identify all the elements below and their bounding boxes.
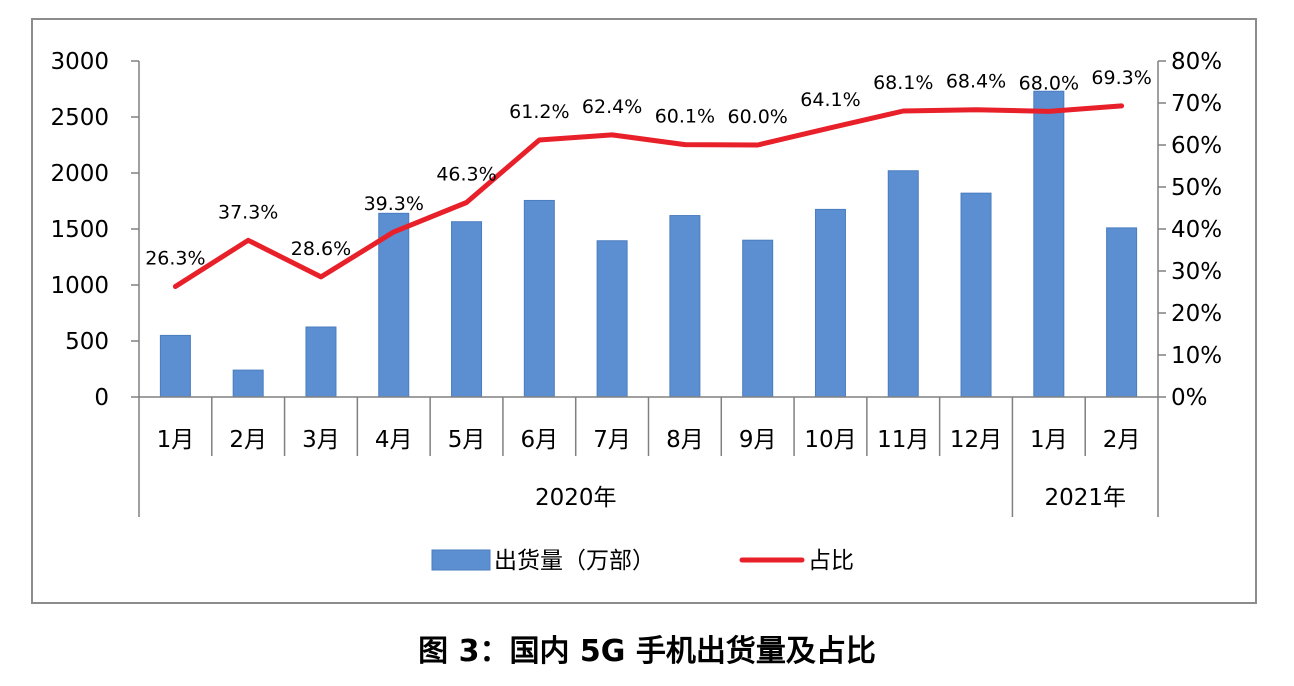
bar [596, 240, 628, 398]
figure-caption: 图 3：国内 5G 手机出货量及占比 [418, 634, 876, 669]
legend-bar-swatch [431, 549, 491, 571]
group-label: 2021年 [1044, 485, 1126, 511]
y-left-tick-label: 0 [94, 385, 109, 411]
category-label: 2月 [229, 427, 267, 453]
share-data-label: 39.3% [364, 193, 424, 215]
y-right-tick-label: 80% [1171, 49, 1222, 75]
y-left-tick-label: 3000 [50, 49, 109, 75]
y-right-tick-label: 10% [1171, 343, 1222, 369]
bar [960, 192, 992, 398]
y-left-tick-label: 500 [65, 329, 109, 355]
category-label: 7月 [593, 427, 631, 453]
data-labels: 26.3% 37.3% 28.6% 39.3% 46.3% 61.2% 62.4% 60.1%… [145, 67, 1152, 270]
chart: 0 500 1000 1500 2000 2500 3000 0% 10% 20% 30% 40% 50… [50, 49, 1222, 574]
share-data-label: 61.2% [509, 101, 569, 123]
y-left-tick-label: 2000 [50, 161, 109, 187]
y-right-tick-label: 0% [1171, 385, 1208, 411]
share-data-label: 60.1% [655, 106, 715, 128]
share-data-label: 60.0% [727, 106, 787, 128]
y-right-tick-label: 40% [1171, 217, 1222, 243]
category-label: 4月 [375, 427, 413, 453]
y-left-tick-label: 2500 [50, 105, 109, 131]
y-right-tick-label: 60% [1171, 133, 1222, 159]
category-label: 12月 [950, 427, 1002, 453]
category-label: 8月 [666, 427, 704, 453]
bar [1106, 227, 1138, 398]
legend: 出货量（万部） 占比 [431, 548, 854, 574]
bar [669, 215, 701, 398]
bar [232, 369, 264, 398]
category-label: 6月 [521, 427, 559, 453]
bar [451, 221, 483, 398]
bar [305, 326, 337, 398]
legend-bar-label: 出货量（万部） [494, 548, 655, 574]
share-data-label: 68.1% [873, 72, 933, 94]
line-series [172, 103, 1125, 289]
y-right-tick-label: 50% [1171, 175, 1222, 201]
bar [159, 334, 191, 398]
category-label: 11月 [877, 427, 929, 453]
bar [887, 170, 919, 398]
bar [742, 239, 774, 398]
share-line [172, 103, 1125, 289]
bar [814, 208, 846, 398]
y-right-tick-label: 20% [1171, 301, 1222, 327]
share-data-label: 46.3% [436, 164, 496, 186]
bar [1033, 90, 1065, 398]
category-label: 1月 [1030, 427, 1068, 453]
category-label: 2月 [1103, 427, 1141, 453]
category-label: 10月 [804, 427, 856, 453]
share-data-label: 69.3% [1091, 67, 1151, 89]
group-label: 2020年 [535, 485, 617, 511]
y-left-tick-label: 1000 [50, 273, 109, 299]
share-data-label: 26.3% [145, 248, 205, 270]
category-label: 1月 [157, 427, 195, 453]
y-right-tick-label: 70% [1171, 91, 1222, 117]
category-label: 9月 [739, 427, 777, 453]
share-data-label: 37.3% [218, 201, 278, 223]
bar [523, 199, 555, 398]
share-data-label: 28.6% [291, 238, 351, 260]
share-data-label: 68.4% [946, 71, 1006, 93]
share-data-label: 68.0% [1019, 72, 1079, 94]
legend-line-label: 占比 [808, 548, 854, 574]
share-data-label: 64.1% [800, 89, 860, 111]
axes: 0 500 1000 1500 2000 2500 3000 0% 10% 20% 30% 40% 50… [50, 49, 1222, 517]
category-label: 5月 [448, 427, 486, 453]
category-label: 3月 [302, 427, 340, 453]
y-left-tick-label: 1500 [50, 217, 109, 243]
share-data-label: 62.4% [582, 96, 642, 118]
y-right-tick-label: 30% [1171, 259, 1222, 285]
bars [159, 90, 1138, 398]
